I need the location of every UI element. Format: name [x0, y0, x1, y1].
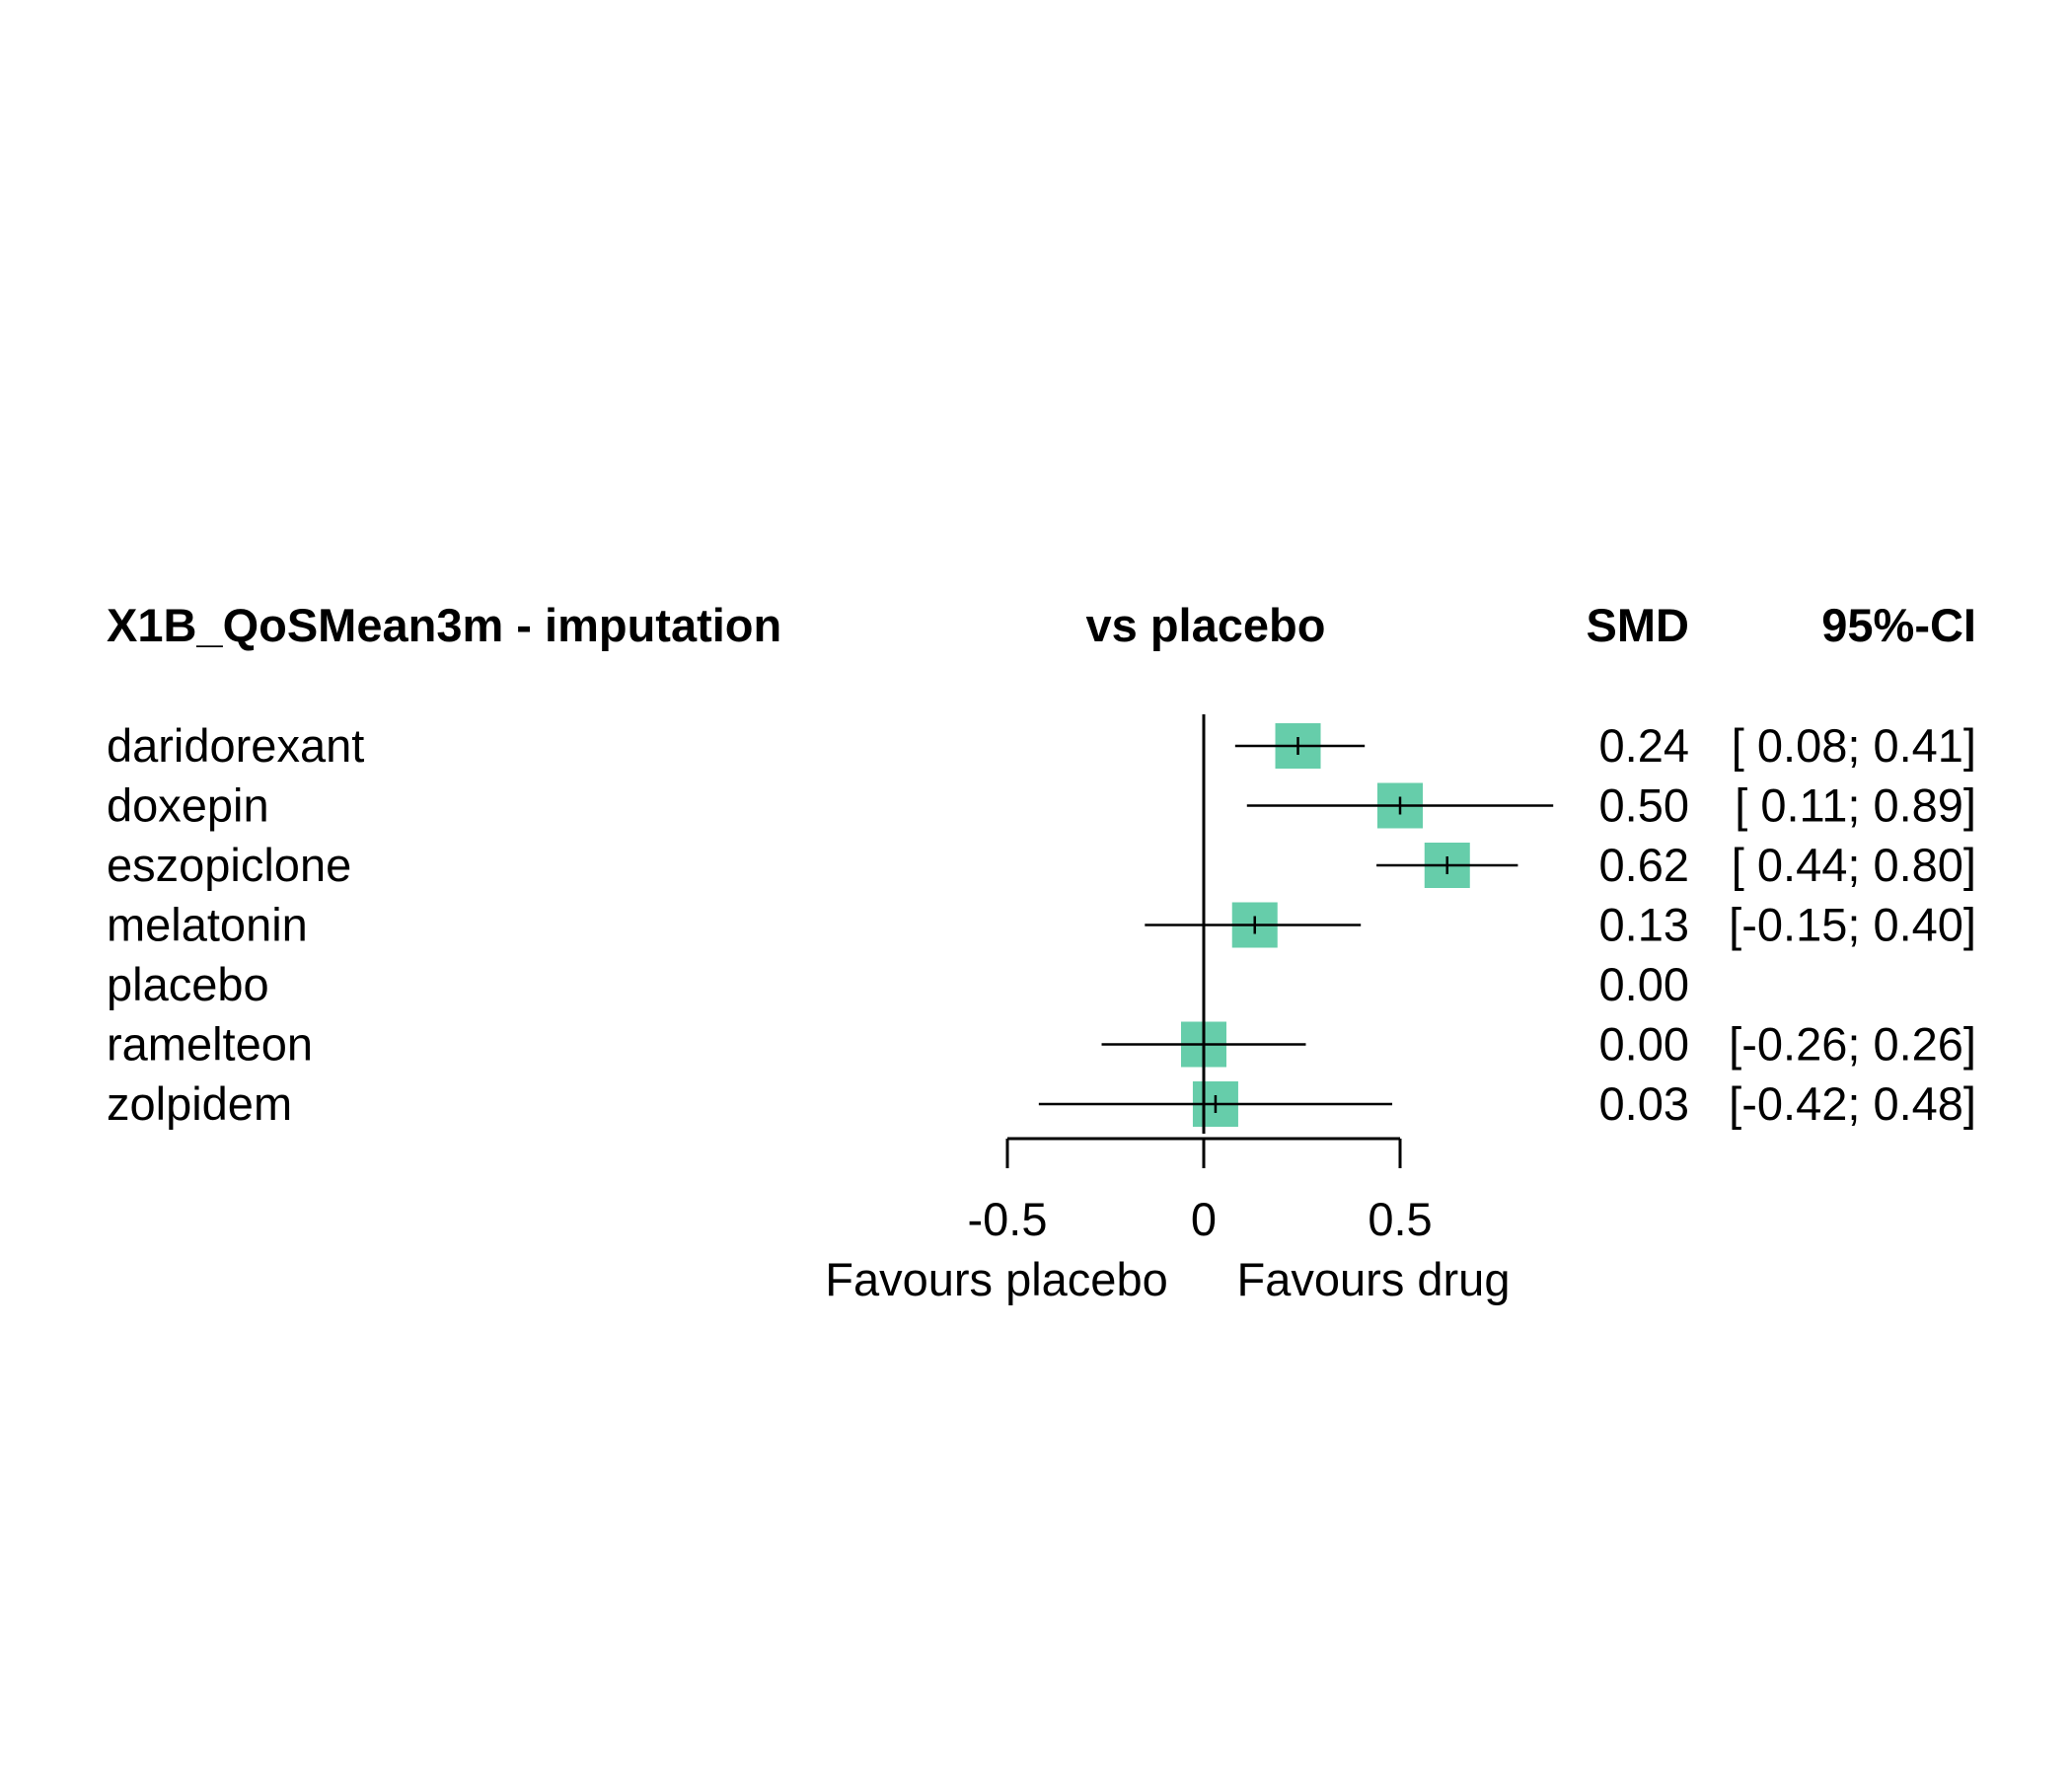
favours-left-label: Favours placebo	[825, 1253, 1167, 1305]
treatment-label: melatonin	[107, 899, 308, 951]
forest-row: daridorexant 0.24 [ 0.08; 0.41]	[107, 719, 1976, 772]
x-axis: -0.5 0 0.5	[968, 1137, 1433, 1245]
smd-value: 0.62	[1599, 839, 1689, 891]
ci-value: [ 0.44; 0.80]	[1732, 839, 1976, 891]
smd-value: 0.00	[1599, 1018, 1689, 1071]
favours-right-label: Favours drug	[1237, 1253, 1511, 1305]
x-tick-label: -0.5	[968, 1193, 1048, 1245]
header-outcome: X1B_QoSMean3m - imputation	[107, 599, 781, 651]
smd-value: 0.13	[1599, 899, 1689, 951]
smd-value: 0.50	[1599, 779, 1689, 832]
header-ci: 95%-CI	[1821, 599, 1976, 651]
forest-row: ramelteon 0.00 [-0.26; 0.26]	[107, 1018, 1976, 1071]
ci-value: [-0.42; 0.48]	[1729, 1077, 1976, 1130]
header-comparison: vs placebo	[1086, 599, 1326, 651]
forest-row: zolpidem 0.03 [-0.42; 0.48]	[107, 1077, 1976, 1130]
forest-row: doxepin 0.50 [ 0.11; 0.89]	[107, 779, 1976, 832]
treatment-label: eszopiclone	[107, 839, 351, 891]
treatment-label: placebo	[107, 958, 269, 1010]
treatment-label: doxepin	[107, 779, 269, 832]
ci-value: [-0.26; 0.26]	[1729, 1018, 1976, 1071]
forest-row: placebo 0.00	[107, 958, 1689, 1010]
treatment-label: daridorexant	[107, 719, 364, 772]
ci-value: [ 0.08; 0.41]	[1732, 719, 1976, 772]
treatment-label: zolpidem	[107, 1077, 292, 1130]
header-effect: SMD	[1587, 599, 1689, 651]
x-tick-label: 0	[1191, 1193, 1217, 1245]
smd-value: 0.03	[1599, 1077, 1689, 1130]
smd-value: 0.00	[1599, 958, 1689, 1010]
forest-row: melatonin 0.13 [-0.15; 0.40]	[107, 899, 1976, 951]
x-tick-label: 0.5	[1368, 1193, 1432, 1245]
ci-value: [-0.15; 0.40]	[1729, 899, 1976, 951]
ci-value: [ 0.11; 0.89]	[1735, 779, 1976, 832]
smd-value: 0.24	[1599, 719, 1689, 772]
treatment-label: ramelteon	[107, 1018, 313, 1071]
forest-rows: daridorexant 0.24 [ 0.08; 0.41] doxepin 0.50…	[107, 719, 1976, 1130]
forest-row: eszopiclone 0.62 [ 0.44; 0.80]	[107, 839, 1976, 891]
